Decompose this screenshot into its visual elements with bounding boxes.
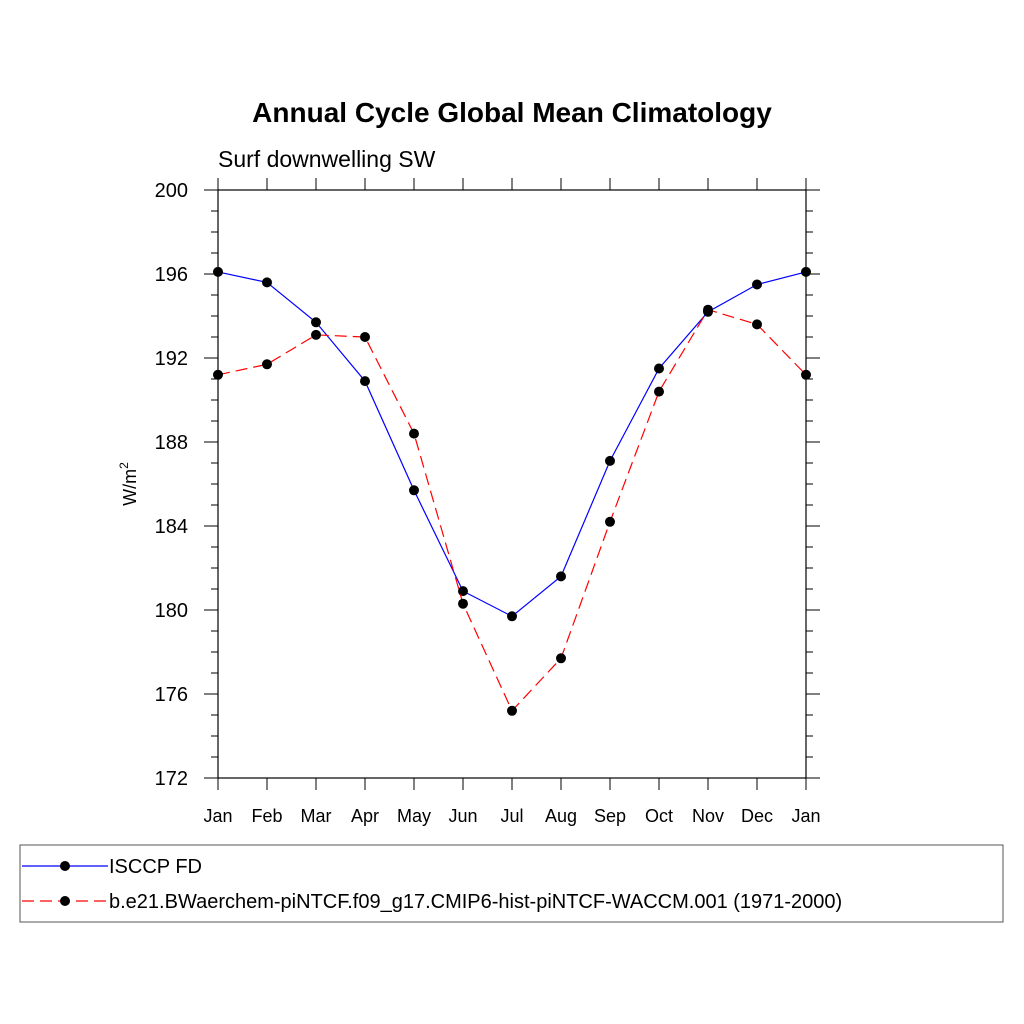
- series-2-point: [458, 598, 468, 609]
- series-2-point: [654, 386, 664, 397]
- legend-label-2: b.e21.BWaerchem-piNTCF.f09_g17.CMIP6-his…: [109, 891, 842, 913]
- series-2-point: [262, 359, 272, 370]
- y-tick-label: 200: [155, 180, 188, 202]
- series-line-2: [217, 308, 807, 712]
- series-2-point: [311, 329, 321, 340]
- series-2-point: [556, 653, 566, 664]
- series-2-point: [801, 369, 811, 380]
- series-1-point: [311, 317, 321, 328]
- legend-marker-2: [60, 896, 70, 906]
- legend-marker-1: [60, 861, 70, 871]
- legend-box: [19, 844, 1004, 923]
- chart-title: Annual Cycle Global Mean Climatology: [252, 97, 772, 128]
- series-1-point: [360, 376, 370, 387]
- y-axis-label-unit: W/m: [120, 469, 140, 506]
- plot-frame: [217, 189, 807, 779]
- x-tick-label: Jul: [500, 806, 523, 826]
- x-tick-label: Feb: [251, 806, 282, 826]
- series-1-point: [752, 279, 762, 290]
- y-tick-label: 184: [155, 516, 188, 538]
- series-2-point: [507, 705, 517, 716]
- x-tick-label: Nov: [692, 806, 724, 826]
- x-tick-label: Sep: [594, 806, 626, 826]
- series-2-point: [213, 369, 223, 380]
- legend: ISCCP FD b.e21.BWaerchem-piNTCF.f09_g17.C…: [19, 844, 1004, 923]
- x-tick-label: Oct: [645, 806, 673, 826]
- series-1-point: [605, 455, 615, 466]
- x-tick-label: Jun: [448, 806, 477, 826]
- legend-label-1: ISCCP FD: [109, 856, 202, 878]
- x-tick-label: Mar: [301, 806, 332, 826]
- y-tick-label: 172: [155, 768, 188, 790]
- series-1-point: [458, 586, 468, 597]
- y-axis-label-superscript: 2: [117, 462, 131, 469]
- series-2-point: [409, 428, 419, 439]
- series-2-point: [752, 319, 762, 330]
- y-tick-label: 196: [155, 264, 188, 286]
- y-axis-label: W/m2: [117, 462, 140, 506]
- series-1-point: [654, 363, 664, 374]
- series-1-point: [409, 485, 419, 496]
- series-1-point: [213, 266, 223, 277]
- y-tick-label: 180: [155, 600, 188, 622]
- chart-subtitle: Surf downwelling SW: [218, 146, 436, 172]
- series-line-1: [217, 271, 807, 618]
- x-tick-label: Apr: [351, 806, 379, 826]
- series-2-point: [703, 304, 713, 315]
- series-2-point: [605, 516, 615, 527]
- series-1-point: [262, 277, 272, 288]
- series-1-point: [507, 611, 517, 622]
- plot-area: 172 176 180 184 188 192 196 200 Jan Feb Mar Apr May J…: [155, 178, 821, 826]
- x-tick-label: Dec: [741, 806, 773, 826]
- x-tick-label: Jan: [791, 806, 820, 826]
- x-tick-label: Aug: [545, 806, 577, 826]
- x-tick-label: May: [397, 806, 431, 826]
- y-tick-label: 192: [155, 348, 188, 370]
- series-1-point: [556, 571, 566, 582]
- y-tick-label: 176: [155, 684, 188, 706]
- series-1-point: [801, 266, 811, 277]
- series-2-point: [360, 332, 370, 342]
- y-tick-label: 188: [155, 432, 188, 454]
- x-tick-label: Jan: [203, 806, 232, 826]
